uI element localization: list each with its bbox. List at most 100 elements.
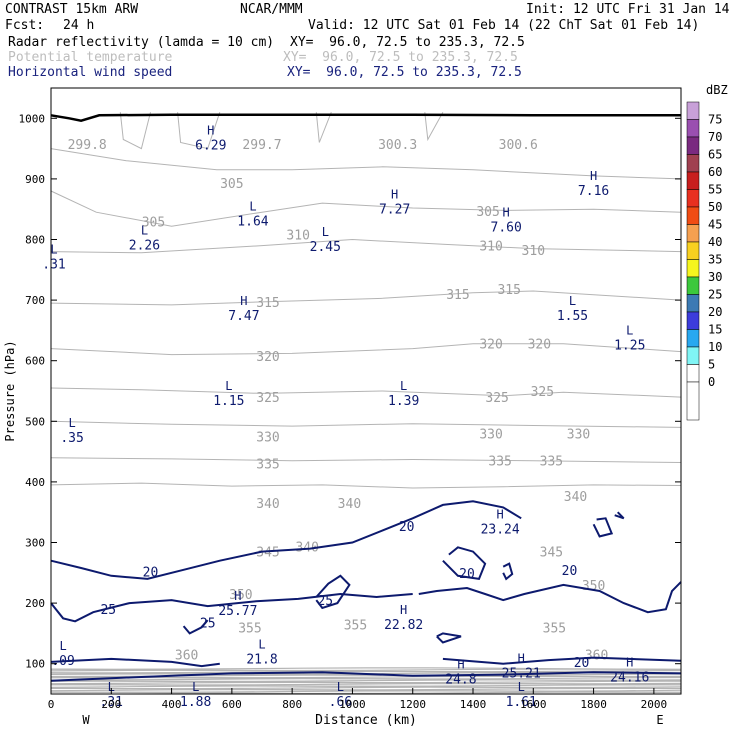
wind-line (592, 517, 614, 538)
theta-label: 305 (220, 177, 243, 192)
colorbar-level: 70 (708, 130, 722, 144)
extremum-value: 23.24 (481, 522, 520, 537)
theta-label: 310 (286, 229, 309, 244)
colorbar-level: 25 (708, 288, 722, 302)
extremum-value: 1.64 (237, 214, 268, 229)
extremum-value: 2.26 (129, 239, 160, 254)
extremum-kind: H (518, 651, 525, 665)
side-label-west: W (82, 713, 90, 727)
y-tick-label: 100 (25, 658, 45, 671)
colorbar-level: 55 (708, 183, 722, 197)
theta-line (50, 290, 682, 306)
plot-frame (50, 87, 682, 695)
x-tick-label: 600 (222, 698, 242, 711)
x-tick-label: 1800 (580, 698, 607, 711)
colorbar-swatch (686, 346, 700, 365)
colorbar-swatch (686, 241, 700, 260)
colorbar-level: 75 (708, 113, 722, 127)
extremum-kind: L (59, 639, 66, 653)
theta-line (424, 111, 444, 142)
wind-line (315, 574, 351, 610)
y-tick-label: 700 (25, 294, 45, 307)
colorbar-swatch (686, 136, 700, 155)
theta-line (50, 238, 682, 254)
theta-label: 299.8 (68, 138, 107, 153)
theta-label: 320 (479, 338, 502, 353)
theta-label: 355 (344, 618, 367, 633)
wind-label: 25 (200, 616, 216, 631)
colorbar-swatch (686, 311, 700, 330)
x-tick-label: 400 (162, 698, 182, 711)
extremum-kind: H (590, 169, 597, 183)
extremum-value: .66 (329, 695, 352, 710)
theta-label: 325 (485, 391, 508, 406)
colorbar-unit: dBZ (706, 83, 728, 97)
extremum-value: .31 (42, 257, 65, 272)
colorbar-level: 45 (708, 218, 722, 232)
extremum-kind: H (234, 589, 241, 603)
strat-theta-line (50, 690, 682, 693)
colorbar-level: 60 (708, 165, 722, 179)
colorbar-swatch (686, 154, 700, 173)
y-tick-label: 300 (25, 537, 45, 550)
theta-label: 320 (256, 350, 279, 365)
colorbar-swatch (686, 329, 700, 348)
theta-label: 315 (256, 296, 279, 311)
y-tick-label: 800 (25, 234, 45, 247)
wind-label: 20 (143, 566, 159, 581)
theta-label: 345 (256, 546, 279, 561)
colorbar-swatch (686, 206, 700, 225)
y-tick-label: 400 (25, 476, 45, 489)
extremum-kind: H (240, 294, 247, 308)
x-tick-label: 1400 (460, 698, 487, 711)
extremum-kind: L (322, 225, 329, 239)
theta-line (50, 482, 682, 489)
extremum-value: 25.77 (218, 604, 257, 619)
extremum-value: 7.27 (379, 202, 410, 217)
y-tick-label: 200 (25, 597, 45, 610)
extremum-value: 2.45 (310, 240, 341, 255)
extremum-value: 24.16 (610, 671, 649, 686)
wind-line (502, 562, 514, 581)
extremum-value: 1.39 (388, 394, 419, 409)
theta-label: 325 (256, 391, 279, 406)
colorbar-level: 15 (708, 323, 722, 337)
extremum-value: 22.82 (384, 618, 423, 633)
extremum-value: 7.47 (228, 309, 259, 324)
side-label-east: E (656, 713, 663, 727)
stratosphere-theta-band (50, 667, 682, 695)
header-fcst-label: Fcst: (5, 18, 45, 33)
extremum-value: 1.61 (506, 695, 537, 710)
wind-label: 20 (459, 567, 475, 582)
x-tick-label: 1200 (399, 698, 426, 711)
x-tick-label: 1600 (520, 698, 547, 711)
x-tick-label: 0 (48, 698, 55, 711)
extremum-kind: H (503, 205, 510, 219)
header-model: CONTRAST 15km ARW (5, 2, 139, 17)
colorbar-swatch (686, 259, 700, 278)
colorbar-level: 65 (708, 148, 722, 162)
extremum-kind: H (207, 124, 214, 138)
extremum-kind: L (249, 199, 256, 213)
theta-label: 340 (564, 490, 587, 505)
colorbar-level: 0 (708, 375, 715, 389)
theta-label: 335 (256, 458, 279, 473)
axes: 0 200 400 600 800 1000 1200 1400 1600 1800 2000 100… (19, 112, 681, 711)
theta-label: 345 (540, 546, 563, 561)
theta-label: 315 (497, 283, 520, 298)
theta-line (315, 112, 332, 143)
wind-labels: 20 25 25 25 20 20 20 20 (100, 520, 589, 671)
x-tick-label: 2000 (641, 698, 668, 711)
extremum-value: 24.8 (445, 673, 476, 688)
extremum-kind: L (68, 416, 75, 430)
theta-label: 305 (142, 215, 165, 230)
theta-line (50, 343, 682, 356)
field-wind-xy: XY= 96.0, 72.5 to 235.3, 72.5 (287, 65, 522, 80)
theta-label: 355 (238, 621, 261, 636)
extremum-value: 1.15 (213, 394, 244, 409)
extremum-value: 6.29 (195, 139, 226, 154)
extremum-value: 1.55 (557, 309, 588, 324)
colorbar-swatch (686, 294, 700, 313)
